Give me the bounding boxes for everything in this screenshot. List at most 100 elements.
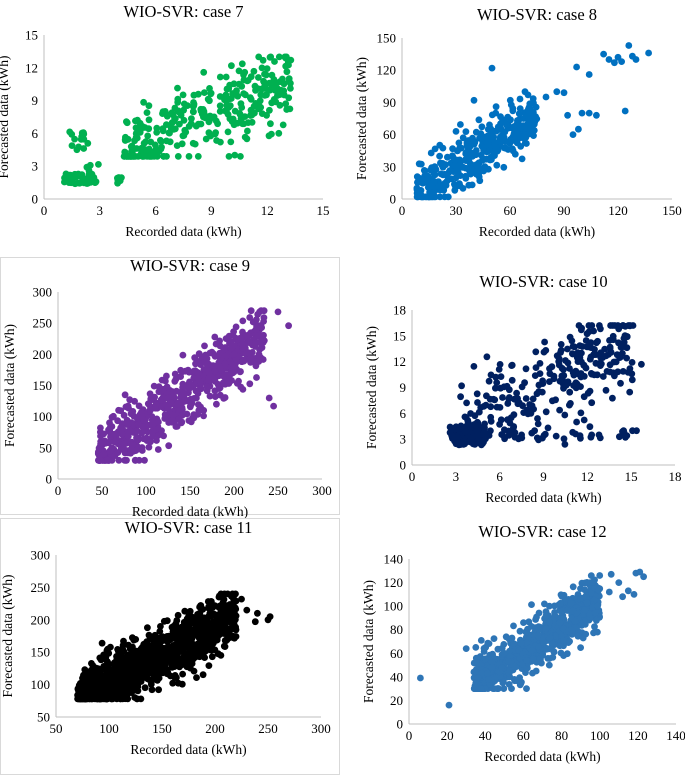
- data-point: [564, 379, 572, 387]
- data-point: [571, 617, 579, 625]
- x-tick-label: 60: [504, 203, 517, 218]
- x-tick-label: 60: [517, 728, 530, 743]
- data-point: [534, 632, 542, 639]
- data-point: [577, 370, 585, 377]
- scatter-chart-case9: WIO-SVR: case 9 0 50 100 150 200 250 300 0 50 100 1…: [0, 256, 340, 519]
- data-point: [469, 168, 477, 176]
- y-tick-label: 6: [400, 406, 407, 421]
- data-point: [413, 189, 421, 197]
- data-point: [217, 652, 225, 659]
- data-point: [127, 644, 135, 652]
- data-point: [574, 632, 582, 640]
- y-tick-label: 3: [32, 159, 39, 174]
- data-point: [164, 652, 172, 659]
- data-point: [460, 438, 468, 446]
- data-point: [270, 96, 278, 103]
- data-point: [163, 617, 171, 625]
- data-point: [556, 619, 564, 626]
- data-point: [617, 379, 624, 387]
- data-point: [481, 655, 489, 663]
- data-point: [585, 610, 593, 618]
- data-point: [140, 98, 148, 106]
- data-point: [470, 363, 478, 370]
- data-point: [569, 350, 577, 358]
- data-point: [271, 58, 278, 65]
- data-point: [270, 402, 277, 410]
- data-point: [475, 173, 483, 181]
- data-point: [500, 685, 508, 692]
- data-point: [452, 167, 460, 175]
- data-point: [157, 658, 165, 666]
- data-point: [225, 95, 233, 103]
- data-point: [620, 335, 628, 342]
- data-point: [157, 623, 164, 630]
- y-tick-label: 200: [33, 347, 53, 362]
- data-point: [101, 695, 109, 703]
- data-point: [213, 400, 220, 408]
- data-point: [193, 394, 200, 402]
- data-point: [526, 401, 533, 408]
- data-point: [126, 396, 134, 404]
- data-point: [489, 129, 497, 136]
- data-point: [222, 73, 230, 81]
- data-point: [144, 657, 152, 664]
- data-point: [152, 145, 160, 153]
- data-point: [497, 373, 505, 380]
- data-point: [268, 130, 275, 138]
- data-point: [219, 601, 226, 609]
- data-point: [542, 93, 550, 101]
- data-point: [216, 102, 224, 110]
- data-point: [129, 634, 136, 642]
- data-point: [216, 108, 224, 115]
- data-point: [230, 591, 238, 599]
- data-point: [88, 660, 95, 667]
- chart-title: WIO-SVR: case 12: [478, 522, 606, 541]
- data-point: [134, 658, 142, 666]
- y-tick-label: 6: [32, 126, 39, 141]
- data-point: [628, 359, 636, 366]
- x-tick-label: 250: [258, 721, 278, 736]
- x-axis-label: Recorded data (kWh): [485, 490, 601, 505]
- data-point: [244, 349, 252, 357]
- data-point: [516, 95, 524, 103]
- data-point: [185, 123, 193, 130]
- data-point: [146, 421, 154, 429]
- data-point: [628, 370, 636, 378]
- data-point: [287, 85, 294, 92]
- data-point: [254, 311, 262, 318]
- data-point: [256, 97, 264, 105]
- data-point: [119, 661, 126, 668]
- data-point: [211, 622, 218, 630]
- data-point: [615, 325, 623, 333]
- x-tick-label: 9: [208, 203, 215, 218]
- data-point: [260, 307, 268, 315]
- data-point: [546, 602, 553, 610]
- data-point: [562, 357, 569, 364]
- data-point: [169, 628, 177, 635]
- data-point: [206, 392, 214, 400]
- data-point: [73, 146, 81, 154]
- data-point: [242, 91, 249, 99]
- data-point: [584, 389, 592, 397]
- data-point: [179, 351, 187, 359]
- data-point: [80, 145, 88, 152]
- data-point: [138, 414, 146, 421]
- data-point: [178, 411, 186, 419]
- data-point: [573, 63, 580, 71]
- y-tick-label: 150: [33, 378, 53, 393]
- data-point: [197, 378, 204, 386]
- x-tick-label: 0: [406, 728, 413, 743]
- data-point: [502, 633, 510, 641]
- data-point: [99, 665, 107, 672]
- data-point: [609, 332, 617, 340]
- y-tick-label: 60: [390, 646, 403, 661]
- data-point: [238, 104, 246, 111]
- data-point: [479, 144, 487, 151]
- data-point: [237, 153, 244, 160]
- data-point: [557, 346, 565, 354]
- data-point: [555, 355, 563, 362]
- data-point: [258, 64, 266, 72]
- data-point: [145, 145, 153, 153]
- data-point: [205, 662, 213, 669]
- data-point: [247, 307, 255, 315]
